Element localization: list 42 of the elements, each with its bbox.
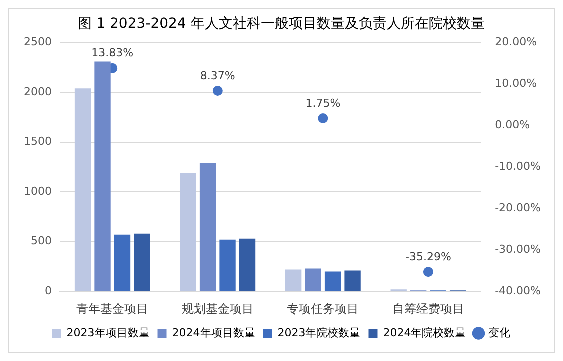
y-tick-label: 500 xyxy=(30,234,52,248)
bar xyxy=(239,238,256,292)
legend-label: 变化 xyxy=(488,326,511,340)
y-tick-label: 2000 xyxy=(24,85,52,98)
bar xyxy=(74,88,92,292)
data-label: 1.75% xyxy=(306,96,341,110)
y2-tick-label: 20.00% xyxy=(495,36,538,49)
x-tick-label: 专项任务项目 xyxy=(287,302,360,316)
bar xyxy=(344,270,361,292)
bar xyxy=(180,173,196,292)
y-tick-label: 1000 xyxy=(24,184,52,198)
legend-label: 2024年项目数量 xyxy=(172,326,256,340)
y2-tick-label: 0.00% xyxy=(495,118,530,132)
legend-label: 2024年院校数量 xyxy=(383,326,466,340)
x-tick-label: 自筹经费项目 xyxy=(392,302,464,316)
y-tick-label: 0 xyxy=(44,284,52,298)
chart-title: 图 1 2023-2024 年人文社科一般项目数量及负责人所在院校数量 xyxy=(78,16,485,32)
bar xyxy=(134,234,150,292)
bar xyxy=(285,270,302,292)
x-tick-label: 青年基金项目 xyxy=(76,302,149,316)
bar xyxy=(324,272,342,292)
legend-label: 2023年项目数量 xyxy=(66,326,150,340)
y-tick-label: 1500 xyxy=(24,135,52,148)
y2-tick-label: 10.00% xyxy=(495,77,538,90)
data-label: 8.37% xyxy=(200,69,236,82)
bar xyxy=(114,234,131,292)
bar xyxy=(200,163,216,292)
x-tick-label: 规划基金项目 xyxy=(182,302,254,316)
bar xyxy=(220,240,236,292)
data-label: 13.83% xyxy=(92,46,134,60)
bar xyxy=(305,268,322,292)
y2-tick-label: -40.00% xyxy=(495,284,542,298)
y2-tick-label: -10.00% xyxy=(495,160,542,174)
data-label: -35.29% xyxy=(405,250,452,264)
point xyxy=(212,86,223,96)
y2-tick-label: -20.00% xyxy=(495,202,542,215)
y-tick-label: 2500 xyxy=(24,36,52,49)
bar xyxy=(94,62,111,292)
point xyxy=(318,113,328,124)
y2-tick-label: -30.00% xyxy=(495,242,542,256)
legend-label: 2023年院校数量 xyxy=(278,326,361,340)
point xyxy=(423,267,434,278)
